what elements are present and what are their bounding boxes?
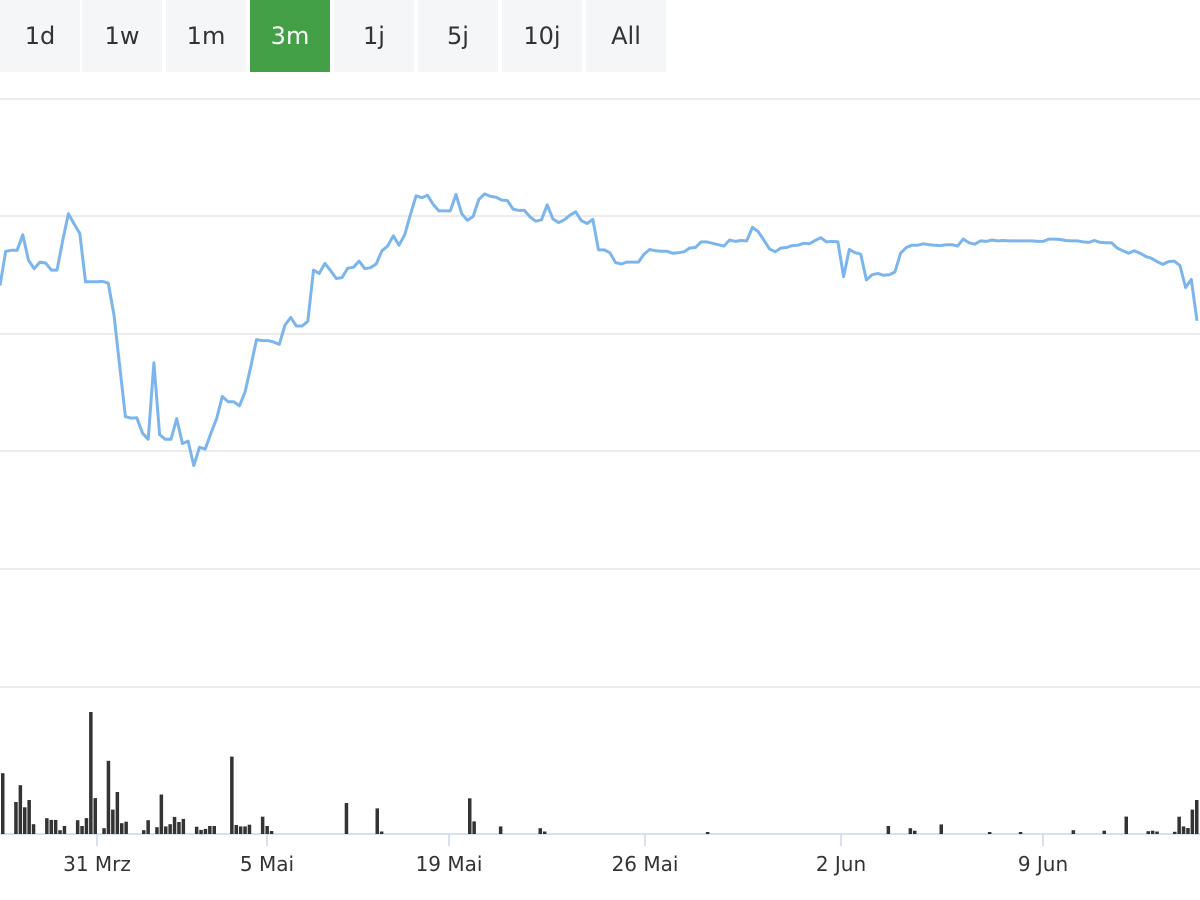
volume-bar bbox=[102, 828, 106, 834]
volume-bar bbox=[111, 809, 115, 834]
volume-bar bbox=[75, 820, 80, 834]
volume-bar bbox=[379, 831, 384, 834]
x-tick-label: 19 Mai bbox=[416, 852, 483, 876]
volume-bar bbox=[212, 826, 216, 834]
volume-bar bbox=[1195, 800, 1199, 834]
volume-bar bbox=[230, 756, 234, 834]
volume-bar bbox=[172, 816, 177, 834]
volume-bar bbox=[27, 800, 31, 834]
volume-bar bbox=[14, 802, 18, 834]
price-series-line bbox=[0, 192, 1199, 468]
volume-bar bbox=[908, 828, 913, 834]
volume-bar bbox=[1102, 830, 1106, 834]
range-button-1d[interactable]: 1d bbox=[0, 0, 80, 72]
volume-bar bbox=[58, 830, 62, 834]
volume-bar bbox=[203, 828, 208, 834]
volume-bar bbox=[49, 819, 53, 834]
volume-bar bbox=[987, 832, 992, 834]
volume-bar bbox=[199, 829, 203, 835]
volume-bar bbox=[45, 818, 49, 834]
range-button-1w[interactable]: 1w bbox=[82, 0, 162, 72]
volume-bar bbox=[1181, 826, 1186, 834]
volume-bar bbox=[23, 807, 27, 834]
volume-bar bbox=[84, 818, 89, 834]
volume-bar bbox=[243, 826, 247, 834]
volume-bar bbox=[886, 826, 891, 834]
volume-bar bbox=[1186, 828, 1190, 834]
volume-bar bbox=[472, 821, 476, 834]
volume-bar bbox=[269, 831, 274, 834]
volume-bar bbox=[164, 826, 168, 834]
volume-bar bbox=[177, 822, 181, 834]
volume-bar bbox=[194, 826, 199, 834]
range-button-3m[interactable]: 3m bbox=[250, 0, 330, 72]
x-tick-label: 26 Mai bbox=[612, 852, 679, 876]
volume-bar bbox=[31, 824, 36, 834]
volume-bar bbox=[375, 808, 379, 834]
volume-bar bbox=[1124, 816, 1128, 834]
volume-bar bbox=[1071, 830, 1076, 834]
volume-bar bbox=[53, 819, 58, 834]
volume-bar bbox=[62, 826, 67, 834]
volume-bar bbox=[93, 798, 97, 834]
volume-bar bbox=[80, 826, 84, 834]
volume-bar bbox=[124, 821, 128, 834]
range-button-5j[interactable]: 5j bbox=[418, 0, 498, 72]
volume-bar bbox=[120, 823, 124, 834]
volume-bar bbox=[498, 826, 503, 834]
volume-bar bbox=[1155, 831, 1159, 834]
volume-bar bbox=[1173, 831, 1177, 834]
volume-bar bbox=[181, 818, 186, 834]
volume-bar bbox=[1, 773, 5, 834]
volume-bar bbox=[913, 830, 917, 834]
volume-bar bbox=[106, 760, 111, 834]
x-tick-label: 2 Jun bbox=[816, 852, 866, 876]
volume-bar bbox=[142, 830, 146, 834]
volume-bar bbox=[939, 824, 943, 834]
volume-bar bbox=[260, 816, 265, 834]
volume-bar bbox=[247, 824, 252, 834]
range-button-1j[interactable]: 1j bbox=[334, 0, 414, 72]
volume-bar bbox=[115, 792, 120, 834]
range-button-1m[interactable]: 1m bbox=[166, 0, 246, 72]
volume-bar bbox=[705, 832, 710, 834]
volume-bar bbox=[1177, 816, 1181, 834]
range-button-10j[interactable]: 10j bbox=[502, 0, 582, 72]
volume-bar bbox=[168, 824, 172, 834]
volume-bar bbox=[1190, 809, 1195, 834]
volume-bar bbox=[265, 826, 269, 834]
volume-bar bbox=[1150, 830, 1155, 834]
volume-bar bbox=[208, 826, 212, 834]
volume-bar bbox=[159, 794, 164, 834]
volume-bar bbox=[155, 827, 159, 834]
x-tick-label: 9 Jun bbox=[1018, 852, 1068, 876]
volume-bar bbox=[238, 826, 243, 834]
volume-bar bbox=[1146, 831, 1150, 834]
volume-bar bbox=[234, 825, 238, 834]
range-button-all[interactable]: All bbox=[586, 0, 666, 72]
volume-bar bbox=[89, 712, 93, 834]
volume-bar bbox=[146, 820, 150, 834]
volume-bar bbox=[344, 803, 349, 834]
volume-bar bbox=[1018, 832, 1023, 834]
x-tick-label: 5 Mai bbox=[240, 852, 294, 876]
volume-bar bbox=[468, 798, 472, 834]
volume-bar bbox=[538, 828, 542, 834]
volume-bar bbox=[542, 831, 547, 834]
x-tick-label: 31 Mrz bbox=[63, 852, 131, 876]
volume-bar bbox=[18, 785, 23, 834]
